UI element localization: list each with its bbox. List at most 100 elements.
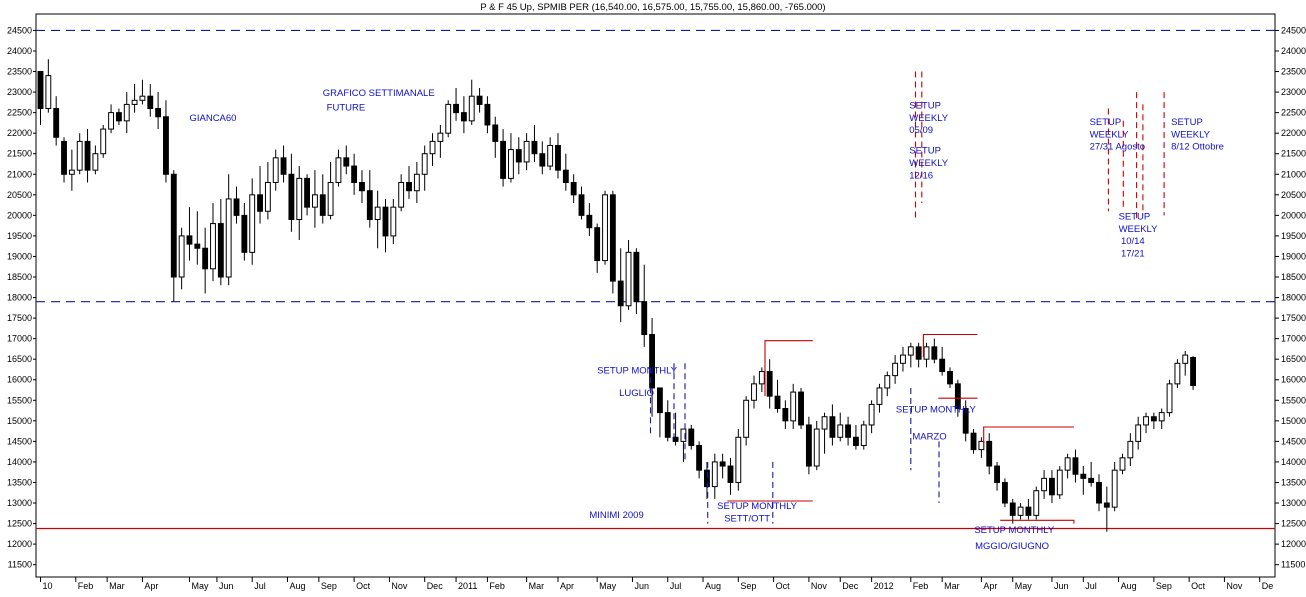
candle-body [304, 177, 311, 208]
y-tick-label: 20500 [7, 190, 32, 200]
candle-body [382, 206, 389, 237]
y-tick-label: 24500 [1281, 25, 1306, 35]
annotation-label: SETUP [909, 146, 941, 157]
candle-body [845, 424, 852, 438]
annotation-label: SETUP MONTHLY [974, 525, 1055, 536]
y-tick-label: 16500 [1281, 354, 1306, 364]
candle-body [84, 140, 91, 171]
candle-body [876, 387, 883, 405]
candle-body [547, 145, 554, 167]
x-tick-label: 2012 [874, 581, 894, 591]
candle-body [555, 145, 561, 171]
candle-body [782, 408, 789, 422]
x-tick-label: Sep [321, 581, 337, 591]
candle-body [1056, 469, 1063, 496]
y-tick-label: 17000 [7, 334, 32, 344]
candle-body [523, 140, 530, 163]
candle-body [108, 112, 114, 130]
candle-body [907, 346, 914, 356]
candle-body [311, 194, 318, 208]
y-tick-label: 12000 [1281, 539, 1306, 549]
candle-body [539, 153, 546, 167]
y-tick-label: 22000 [7, 128, 32, 138]
y-tick-label: 19000 [1281, 251, 1306, 261]
x-tick-label: Dec [842, 581, 859, 591]
y-tick-label: 11500 [1281, 560, 1305, 570]
annotation-label: 12/16 [909, 170, 933, 181]
y-tick-label: 13500 [1281, 477, 1306, 487]
y-tick-label: 23000 [7, 87, 32, 97]
x-tick-label: Mar [529, 581, 545, 591]
annotation-label: WEEKLY [1119, 224, 1159, 235]
annotation-label: WEEKLY [1171, 129, 1211, 140]
candle-body [617, 280, 624, 307]
candle-body [319, 194, 326, 216]
y-tick-label: 12000 [7, 539, 32, 549]
candle-body [186, 235, 193, 245]
y-tick-label: 19500 [7, 231, 32, 241]
x-tick-label: Jun [634, 581, 649, 591]
x-tick-label: May [191, 581, 209, 591]
y-tick-label: 15500 [7, 395, 32, 405]
x-tick-label: May [1015, 581, 1033, 591]
candle-body [1080, 473, 1087, 479]
candle-body [335, 157, 342, 183]
y-tick-label: 17500 [1281, 313, 1306, 323]
candle-body [100, 128, 107, 155]
candle-body [562, 169, 569, 183]
candle-body [672, 436, 679, 442]
candle-body [649, 334, 655, 389]
candle-body [225, 198, 232, 278]
candle-body [296, 177, 303, 220]
candle-body [837, 424, 844, 438]
y-tick-label: 13000 [7, 498, 32, 508]
candle-body [939, 358, 946, 373]
annotation-label: SETUP [1171, 117, 1203, 128]
candle-body [805, 424, 812, 467]
candle-body [453, 103, 459, 114]
annotation-label: WEEKLY [909, 158, 949, 169]
candle-body [531, 140, 538, 155]
candle-body [249, 194, 256, 253]
candle-body [751, 383, 757, 401]
x-tick-label: Jul [254, 581, 266, 591]
y-tick-label: 21500 [1281, 149, 1306, 159]
candle-body [468, 95, 475, 122]
annotation-label: SETUP MONTHLY [597, 366, 678, 377]
candle-body [484, 103, 491, 126]
candle-body [852, 436, 859, 446]
y-tick-label: 14000 [1281, 457, 1306, 467]
candle-body [1182, 354, 1189, 364]
candle-body [868, 403, 875, 426]
candle-body [194, 243, 201, 249]
candle-body [233, 198, 240, 216]
candle-body [633, 251, 640, 303]
candle-body [813, 428, 820, 467]
candle-body [1064, 457, 1071, 471]
y-tick-label: 17500 [7, 313, 32, 323]
x-tick-label: Oct [356, 581, 371, 591]
x-tick-label: Jun [1054, 581, 1069, 591]
x-tick-label: Jul [1085, 581, 1097, 591]
candle-body [609, 194, 616, 282]
annotation-label: 05/09 [909, 125, 933, 136]
candle-body [210, 223, 216, 270]
x-tick-label: Sep [1156, 581, 1172, 591]
x-tick-label: Aug [705, 581, 721, 591]
x-tick-label: May [599, 581, 617, 591]
annotation-label: SETUP MONTHLY [896, 405, 977, 416]
x-tick-label: Jul [670, 581, 682, 591]
y-tick-label: 15000 [7, 416, 32, 426]
setup-marker-line [764, 340, 813, 397]
y-tick-label: 15500 [1281, 395, 1306, 405]
candle-body [123, 103, 130, 122]
y-tick-label: 24000 [7, 46, 32, 56]
candle-body [570, 181, 577, 196]
candle-body [460, 112, 467, 122]
candle-body [217, 223, 224, 278]
candle-body [680, 428, 687, 442]
x-tick-label: Mar [944, 581, 960, 591]
y-tick-label: 16000 [1281, 375, 1306, 385]
y-tick-label: 13500 [7, 477, 32, 487]
candle-body [774, 395, 781, 410]
